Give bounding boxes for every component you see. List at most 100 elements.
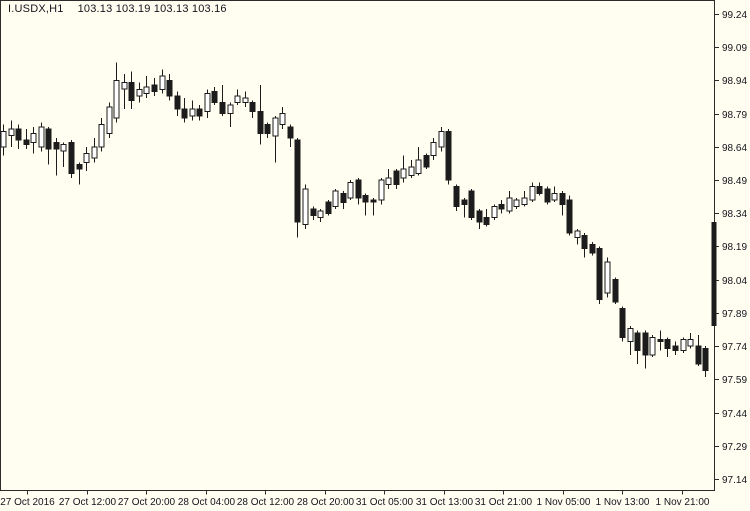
- candle-body: [438, 130, 445, 148]
- candlestick: [136, 82, 143, 103]
- candle-body: [340, 192, 347, 203]
- candle-body: [272, 117, 279, 137]
- candlestick: [378, 177, 385, 205]
- candlestick: [581, 233, 588, 258]
- candle-body: [423, 155, 430, 168]
- candle-body: [53, 141, 60, 150]
- candlestick: [0, 124, 7, 156]
- candlestick: [461, 197, 468, 218]
- candlestick: [491, 204, 498, 220]
- candle-body: [30, 133, 37, 144]
- candle-body: [219, 102, 226, 115]
- candlestick: [415, 146, 422, 176]
- candlestick: [15, 124, 22, 150]
- candlestick: [355, 177, 362, 205]
- candle-body: [332, 190, 339, 208]
- candle-body: [642, 332, 649, 356]
- candlestick: [513, 197, 520, 209]
- candle-body: [136, 88, 143, 97]
- candlestick: [279, 107, 286, 130]
- candlestick: [83, 146, 90, 172]
- candlestick: [445, 129, 452, 185]
- candle-body: [38, 126, 45, 148]
- candlestick: [551, 186, 558, 203]
- candlestick: [249, 100, 256, 119]
- chart-info-bar: I.USDX,H1 103.13 103.19 103.13 103.16: [8, 3, 227, 15]
- latest-bar-at-axis: [711, 222, 717, 327]
- candlestick: [189, 100, 196, 121]
- candle-body: [529, 186, 536, 201]
- candlestick: [657, 330, 664, 351]
- price-axis-label: 98.94: [722, 76, 747, 87]
- candlestick: [294, 138, 301, 238]
- candle-body: [604, 261, 611, 294]
- candle-body: [76, 164, 83, 170]
- candlestick: [521, 191, 528, 207]
- candlestick: [53, 138, 60, 176]
- candle-body: [634, 332, 641, 352]
- candlestick: [23, 129, 30, 150]
- candle-body: [680, 339, 687, 352]
- candlestick: [362, 193, 369, 216]
- candle-body: [695, 345, 702, 365]
- price-axis-label: 98.19: [722, 242, 747, 253]
- candle-body: [166, 79, 173, 97]
- candle-body: [521, 197, 528, 205]
- candlestick: [219, 84, 226, 116]
- candle-body: [189, 108, 196, 117]
- candlestick: [627, 326, 634, 355]
- candle-body: [279, 113, 286, 126]
- candlestick: [438, 126, 445, 152]
- time-axis-label: 28 Oct 04:00: [178, 497, 236, 508]
- candlestick: [60, 142, 67, 167]
- price-axis-label: 97.59: [722, 375, 747, 386]
- candle-body: [234, 95, 241, 104]
- candlestick: [332, 188, 339, 209]
- candlestick: [317, 208, 324, 223]
- candle-body: [370, 199, 377, 203]
- candlestick: [30, 126, 37, 154]
- candlestick: [166, 73, 173, 101]
- candlestick: [196, 104, 203, 121]
- candle-body: [408, 166, 415, 177]
- candle-body: [574, 230, 581, 239]
- candlestick: [347, 180, 354, 200]
- candlestick: [204, 89, 211, 119]
- candle-body: [649, 336, 656, 356]
- candlestick: [453, 184, 460, 212]
- candle-body: [513, 199, 520, 208]
- candlestick: [468, 188, 475, 220]
- candle-body: [227, 104, 234, 115]
- chart-plot-area[interactable]: [0, 0, 715, 491]
- candlestick: [566, 195, 573, 236]
- candle-body: [264, 124, 271, 135]
- candlestick: [143, 76, 150, 99]
- candlestick: [98, 118, 105, 152]
- candlestick: [649, 335, 656, 358]
- candlestick: [242, 91, 249, 107]
- candle-body: [544, 188, 551, 203]
- candle-body: [287, 126, 294, 139]
- time-axis-label: 27 Oct 12:00: [59, 497, 117, 508]
- candle-body: [8, 128, 15, 137]
- candle-body: [362, 195, 369, 203]
- candlestick: [612, 277, 619, 305]
- candle-body: [0, 130, 7, 148]
- candle-body: [113, 79, 120, 119]
- candle-body: [476, 210, 483, 223]
- candlestick: [498, 200, 505, 214]
- candlestick: [483, 208, 490, 227]
- time-axis-label: 31 Oct 05:00: [356, 497, 414, 508]
- candle-body: [15, 128, 22, 141]
- candle-body: [461, 199, 468, 205]
- ohlc-quote-label: 103.13 103.19 103.13 103.16: [77, 3, 227, 15]
- candlestick: [159, 69, 166, 94]
- candle-body: [672, 345, 679, 352]
- candlestick: [385, 169, 392, 189]
- candle-body: [551, 192, 558, 201]
- candlestick: [400, 155, 407, 183]
- candlestick: [76, 162, 83, 185]
- candlestick: [174, 91, 181, 116]
- price-axis-label: 98.64: [722, 143, 747, 154]
